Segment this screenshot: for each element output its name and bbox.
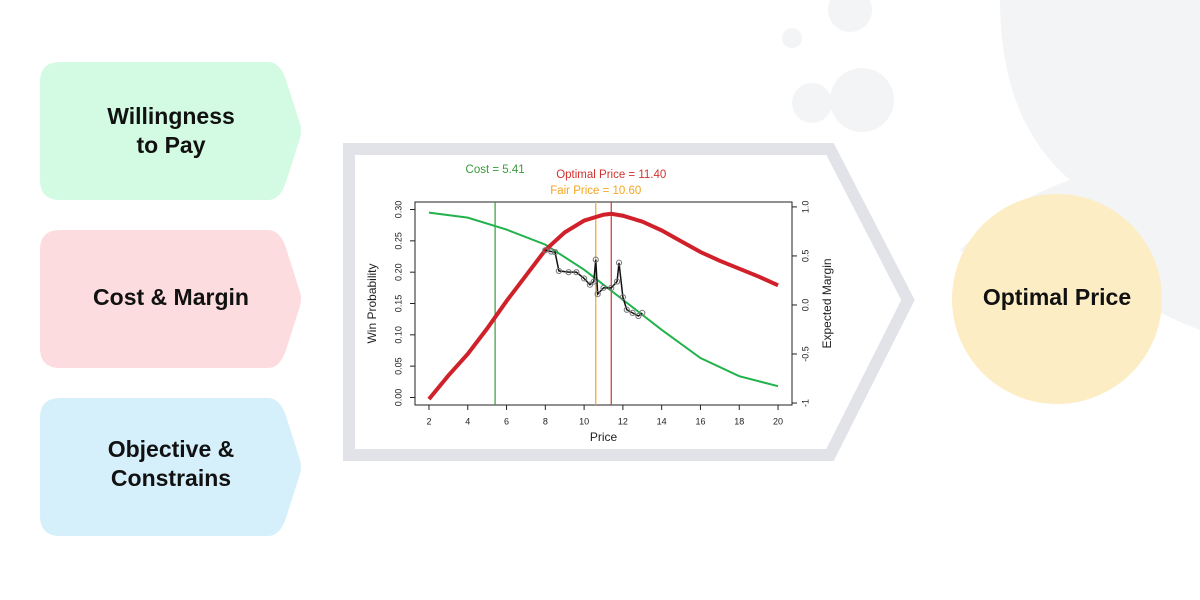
output-label: Optimal Price: [983, 284, 1131, 310]
input-label: Objective &: [108, 436, 235, 462]
data-point: [600, 284, 607, 291]
annotation: Optimal Price = 11.40: [556, 169, 666, 181]
series-line: [427, 211, 779, 401]
data-point: [635, 312, 642, 320]
x-tick-label: 10: [579, 416, 589, 426]
x-axis-title: Price: [590, 430, 618, 444]
input-box: [40, 230, 301, 368]
annotation: Cost = 5.41: [466, 164, 525, 176]
y2-tick-label: 0.0: [800, 299, 810, 312]
y2-tick-label: -1: [800, 399, 810, 407]
data-point: [590, 278, 597, 285]
input-label: Cost & Margin: [93, 284, 249, 310]
x-tick-label: 14: [657, 416, 667, 426]
y2-tick-label: 0.5: [800, 250, 810, 263]
x-tick-label: 18: [734, 416, 744, 426]
data-point: [608, 284, 615, 291]
y-axis-title: Win Probability: [365, 263, 379, 343]
data-point: [619, 294, 626, 301]
data-point: [586, 281, 594, 288]
input-label: to Pay: [136, 132, 205, 158]
data-point: [615, 259, 623, 266]
data-point: [555, 267, 562, 275]
y2-tick-label: 1.0: [800, 201, 810, 214]
data-point: [573, 269, 580, 276]
data-point: [594, 291, 601, 298]
data-point: [565, 269, 572, 276]
data-point: [551, 249, 559, 256]
input-label: Constrains: [111, 465, 231, 491]
data-point: [629, 309, 636, 316]
y2-tick-label: -0.5: [800, 346, 810, 362]
input-box: [40, 398, 301, 536]
input-boxes: Willingness to Pay Cost & Margin Objecti…: [40, 62, 301, 536]
y-tick-label: 0.25: [393, 232, 403, 250]
data-point: [613, 278, 621, 285]
y-tick-label: 0.10: [393, 326, 403, 344]
x-tick-label: 12: [618, 416, 628, 426]
x-tick-label: 16: [695, 416, 705, 426]
y-tick-label: 0.20: [393, 263, 403, 281]
y-tick-label: 0.30: [393, 201, 403, 219]
annotation: Fair Price = 10.60: [550, 185, 641, 197]
data-point: [581, 275, 588, 282]
y-tick-label: 0.00: [393, 389, 403, 407]
chart-frame: [343, 143, 915, 461]
data-point: [592, 256, 599, 263]
data-point: [548, 248, 555, 255]
x-tick-label: 8: [543, 416, 548, 426]
input-box: [40, 62, 301, 200]
x-tick-label: 2: [426, 416, 431, 426]
data-point: [639, 309, 646, 316]
data-point: [623, 306, 630, 313]
x-tick-label: 6: [504, 416, 509, 426]
y2-axis-title: Expected Margin: [820, 258, 834, 348]
y-tick-label: 0.05: [393, 357, 403, 375]
chart: 2 4 6 8 10 12 14 16 18 20 0.00 0.05 0.10 0.15 0.20 0.25…: [365, 164, 834, 444]
input-label: Willingness: [107, 103, 235, 129]
output-circle: [952, 194, 1162, 404]
series-line: [428, 211, 779, 388]
x-tick-label: 4: [465, 416, 470, 426]
y-tick-label: 0.15: [393, 295, 403, 313]
data-point: [542, 247, 549, 254]
x-tick-label: 20: [773, 416, 783, 426]
